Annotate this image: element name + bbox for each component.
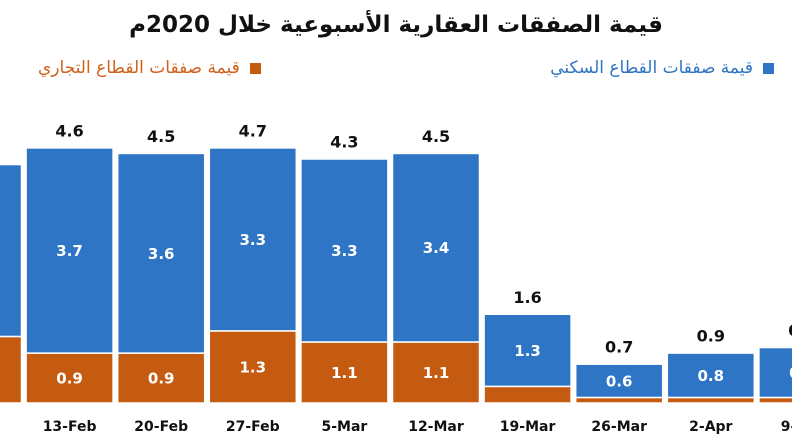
bar-residential	[116, 152, 206, 354]
data-label-residential: 3.7	[56, 242, 83, 260]
bar-commercial	[0, 335, 23, 404]
data-label-total: 4.7	[239, 121, 267, 140]
legend-label-residential: قيمة صفقات القطاع السكني	[550, 58, 753, 78]
data-label-commercial: 1.3	[240, 358, 267, 376]
data-label-commercial: 1.1	[331, 364, 358, 382]
legend-label-commercial: قيمة صفقات القطاع التجاري	[38, 58, 240, 78]
bar-commercial	[208, 330, 298, 404]
bar-residential	[391, 152, 481, 343]
data-label-total: 1.6	[513, 288, 541, 307]
x-tick-label: 26-Mar	[591, 419, 647, 435]
bar-commercial	[116, 352, 206, 404]
data-label-total: 4.3	[330, 133, 358, 152]
x-tick-label: 2-Apr	[689, 419, 732, 435]
bar-residential	[0, 163, 23, 338]
legend-swatch-residential	[763, 62, 774, 74]
x-tick-label: 9-Apr	[781, 419, 792, 435]
data-label-total: 0.9	[788, 321, 792, 340]
bar-commercial	[25, 352, 114, 404]
data-label-residential: 3.3	[331, 242, 358, 260]
bar-commercial	[300, 341, 389, 404]
bar-residential	[300, 158, 389, 343]
x-tick-label: 13-Feb	[43, 419, 97, 435]
data-label-commercial: 1.1	[423, 364, 450, 382]
bar-residential	[208, 147, 298, 332]
bar-residential	[666, 352, 756, 399]
data-label-residential: 1.3	[514, 342, 541, 360]
x-tick-label: 5-Mar	[321, 419, 367, 435]
bar-commercial	[483, 385, 572, 404]
data-label-residential: 0.9	[789, 364, 792, 382]
x-tick-label: 27-Feb	[226, 419, 280, 435]
data-label-residential: 3.3	[240, 231, 267, 249]
bar-commercial	[391, 341, 481, 404]
data-label-total: 0.7	[605, 338, 633, 357]
bar-residential	[25, 147, 114, 354]
bar-commercial	[758, 396, 792, 404]
data-label-total: 4.5	[147, 127, 175, 146]
x-tick-label: 12-Mar	[408, 419, 464, 435]
data-label-total: 0.9	[697, 327, 725, 346]
bar-residential	[483, 313, 572, 388]
data-label-commercial: 0.9	[56, 370, 83, 388]
data-label-residential: 3.4	[423, 239, 450, 257]
data-label-residential: 0.6	[606, 372, 633, 390]
bar-commercial	[574, 396, 664, 404]
legend-residential: قيمة صفقات القطاع السكني	[550, 58, 774, 78]
legend-commercial: قيمة صفقات القطاع التجاري	[38, 58, 261, 78]
x-tick-label: 20-Feb	[134, 419, 188, 435]
legend-swatch-commercial	[249, 62, 261, 74]
bar-commercial	[666, 396, 756, 404]
x-tick-label: 19-Mar	[500, 419, 556, 435]
data-label-residential: 3.6	[148, 245, 175, 263]
bar-residential	[574, 363, 664, 399]
data-label-total: 4.5	[422, 127, 450, 146]
chart-title: قيمة الصفقات العقارية الأسبوعية خلال 202…	[129, 12, 663, 38]
data-label-residential: 0.8	[698, 367, 725, 385]
data-label-total: 4.6	[55, 121, 83, 140]
data-label-commercial: 0.9	[148, 370, 175, 388]
bar-residential	[758, 346, 792, 399]
